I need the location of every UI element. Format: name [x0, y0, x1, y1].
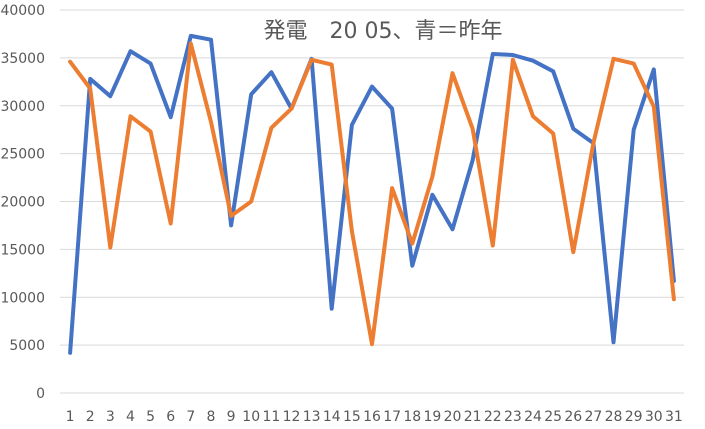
- x-tick-label: 15: [343, 409, 361, 425]
- x-tick-label: 20: [444, 409, 462, 425]
- x-tick-label: 7: [186, 409, 195, 425]
- x-tick-label: 18: [403, 409, 421, 425]
- x-tick-label: 26: [564, 409, 582, 425]
- x-tick-label: 14: [323, 409, 341, 425]
- y-axis-ticks: 0 5000 10000 15000 20000 25000 30000 35000 40000: [0, 3, 45, 402]
- x-tick-label: 16: [363, 409, 381, 425]
- x-tick-label: 11: [262, 409, 280, 425]
- series-line-1: [68, 33, 676, 355]
- x-tick-label: 9: [227, 409, 236, 425]
- x-tick-label: 10: [242, 409, 260, 425]
- x-tick-label: 5: [146, 409, 155, 425]
- y-tick-label: 0: [36, 386, 45, 402]
- y-tick-label: 30000: [0, 99, 45, 115]
- x-tick-label: 29: [625, 409, 643, 425]
- x-tick-label: 19: [423, 409, 441, 425]
- x-tick-label: 27: [585, 409, 603, 425]
- x-tick-label: 3: [106, 409, 115, 425]
- x-tick-label: 28: [605, 409, 623, 425]
- x-tick-label: 6: [166, 409, 175, 425]
- y-tick-label: 25000: [0, 147, 45, 163]
- x-tick-label: 30: [645, 409, 663, 425]
- y-tick-label: 15000: [0, 242, 45, 258]
- y-tick-label: 10000: [0, 290, 45, 306]
- x-tick-label: 2: [86, 409, 95, 425]
- x-tick-label: 22: [484, 409, 502, 425]
- x-axis-ticks: 1 2 3 4 5 6 7 8 9 10 11 12 13 14 15 16 17 18 19 20 21 22 23 24 2…: [66, 409, 683, 425]
- x-tick-label: 23: [504, 409, 522, 425]
- x-tick-label: 21: [464, 409, 482, 425]
- chart-title: 発電 20 05、青＝昨年: [264, 19, 503, 44]
- x-tick-label: 31: [665, 409, 683, 425]
- x-tick-label: 24: [524, 409, 542, 425]
- x-tick-label: 8: [207, 409, 216, 425]
- x-tick-label: 13: [303, 409, 321, 425]
- x-tick-label: 1: [66, 409, 75, 425]
- y-tick-label: 40000: [0, 3, 45, 19]
- x-tick-label: 17: [383, 409, 401, 425]
- series-line-2: [68, 41, 676, 347]
- x-tick-label: 4: [126, 409, 135, 425]
- y-tick-label: 5000: [9, 338, 45, 354]
- x-tick-label: 25: [544, 409, 562, 425]
- series-lines: [68, 33, 676, 355]
- y-tick-label: 20000: [0, 195, 45, 211]
- y-tick-label: 35000: [0, 51, 45, 67]
- x-tick-label: 12: [283, 409, 301, 425]
